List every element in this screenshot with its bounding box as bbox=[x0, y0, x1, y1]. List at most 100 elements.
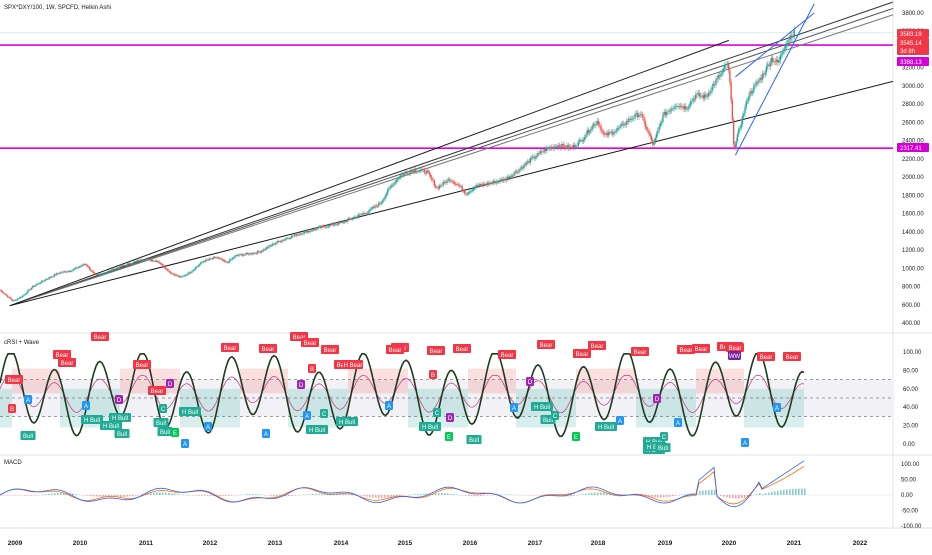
candle-body bbox=[694, 99, 695, 100]
bull-label: H Bull bbox=[309, 428, 325, 434]
price-tick-label: 3800.00 bbox=[902, 11, 924, 17]
candle-body bbox=[549, 148, 550, 149]
macd-histogram-bar bbox=[132, 495, 134, 496]
macd-histogram-bar bbox=[51, 493, 53, 495]
candle-body bbox=[41, 281, 42, 283]
candle-body bbox=[215, 257, 216, 258]
candle-body bbox=[757, 83, 758, 84]
candle-body bbox=[35, 285, 36, 286]
candle-body bbox=[463, 190, 464, 191]
candle-body bbox=[408, 174, 409, 175]
rsi-tick-label: 0.00 bbox=[903, 442, 915, 448]
candle-body bbox=[576, 146, 577, 147]
rsi-pane-title[interactable]: cRSI + Wave bbox=[4, 340, 40, 346]
candle-body bbox=[542, 152, 543, 153]
candle-body bbox=[326, 227, 327, 228]
candle-body bbox=[11, 298, 12, 299]
candle-body bbox=[778, 60, 779, 62]
macd-histogram-bar bbox=[27, 495, 29, 496]
bull-label: H Bull bbox=[422, 425, 438, 431]
candle-body bbox=[657, 130, 658, 133]
candle-body bbox=[143, 260, 144, 261]
candle-body bbox=[484, 184, 485, 185]
candle-body bbox=[163, 266, 164, 267]
candle-body bbox=[9, 297, 10, 298]
candle-body bbox=[80, 266, 81, 267]
price-tick-label: 800.00 bbox=[902, 285, 921, 291]
candle-body bbox=[89, 267, 90, 270]
rsi-cloud-bear bbox=[48, 369, 60, 394]
bear-label: Bear bbox=[324, 348, 337, 354]
candle-body bbox=[70, 271, 71, 272]
candle-body bbox=[705, 94, 706, 96]
macd-pane-title[interactable]: MACD bbox=[4, 460, 22, 466]
candle-body bbox=[379, 203, 380, 204]
macd-histogram-bar bbox=[174, 494, 176, 495]
candle-body bbox=[38, 283, 39, 284]
candle-body bbox=[305, 231, 306, 232]
candle-body bbox=[666, 112, 667, 115]
candle-body bbox=[55, 274, 56, 275]
candle-body bbox=[455, 184, 456, 185]
candle-body bbox=[349, 218, 350, 219]
candle-body bbox=[301, 234, 302, 235]
symbol-title[interactable]: SPX*DXY/100, 1W, SPCFD, Heikin Ashi bbox=[4, 5, 111, 11]
candle-body bbox=[334, 225, 335, 226]
candle-body bbox=[456, 184, 457, 185]
macd-histogram-bar bbox=[378, 495, 380, 498]
candle-body bbox=[17, 299, 18, 300]
candle-body bbox=[759, 78, 760, 81]
candle-body bbox=[268, 246, 269, 248]
candle-body bbox=[619, 126, 620, 128]
price-tag-text: 3583.19 bbox=[900, 32, 922, 38]
candle-body bbox=[382, 201, 383, 203]
candle-body bbox=[122, 265, 123, 266]
candle-body bbox=[579, 140, 580, 141]
candle-body bbox=[323, 226, 324, 227]
price-tick-label: 1600.00 bbox=[902, 212, 924, 218]
candle-body bbox=[66, 272, 67, 273]
candle-body bbox=[237, 255, 238, 256]
candle-body bbox=[669, 111, 670, 112]
candle-body bbox=[752, 92, 753, 94]
candle-body bbox=[286, 238, 287, 239]
candle-body bbox=[166, 269, 167, 270]
candle-body bbox=[680, 106, 681, 107]
time-tick-label: 2016 bbox=[463, 540, 478, 547]
candle-body bbox=[410, 171, 411, 173]
candle-body bbox=[474, 188, 475, 189]
macd-histogram-bar bbox=[765, 493, 767, 495]
candle-body bbox=[339, 222, 340, 223]
candle-body bbox=[36, 284, 37, 285]
candle-body bbox=[333, 224, 334, 226]
macd-histogram-bar bbox=[789, 489, 791, 495]
candle-body bbox=[181, 276, 182, 277]
candle-body bbox=[627, 121, 628, 122]
candle-body bbox=[638, 115, 639, 117]
candle-body bbox=[775, 61, 776, 62]
macd-histogram-bar bbox=[477, 495, 479, 496]
macd-histogram-bar bbox=[603, 493, 605, 495]
candle-body bbox=[556, 147, 557, 148]
candle-body bbox=[320, 227, 321, 228]
candle-body bbox=[585, 135, 586, 137]
macd-histogram-bar bbox=[735, 495, 737, 498]
candle-body bbox=[427, 170, 428, 172]
bull-label: Bull bbox=[117, 432, 127, 438]
candle-body bbox=[364, 213, 365, 214]
candle-body bbox=[516, 171, 517, 172]
candle-body bbox=[165, 268, 166, 269]
candle-body bbox=[109, 270, 110, 271]
candle-body bbox=[171, 273, 172, 274]
candle-body bbox=[264, 249, 265, 250]
candle-body bbox=[127, 264, 128, 266]
candle-body bbox=[371, 209, 372, 210]
candle-body bbox=[593, 125, 594, 127]
macd-histogram-bar bbox=[315, 494, 317, 495]
candle-body bbox=[156, 261, 157, 262]
candle-body bbox=[437, 187, 438, 188]
candle-body bbox=[734, 145, 735, 149]
candle-body bbox=[641, 114, 642, 115]
macd-histogram-bar bbox=[423, 494, 425, 495]
